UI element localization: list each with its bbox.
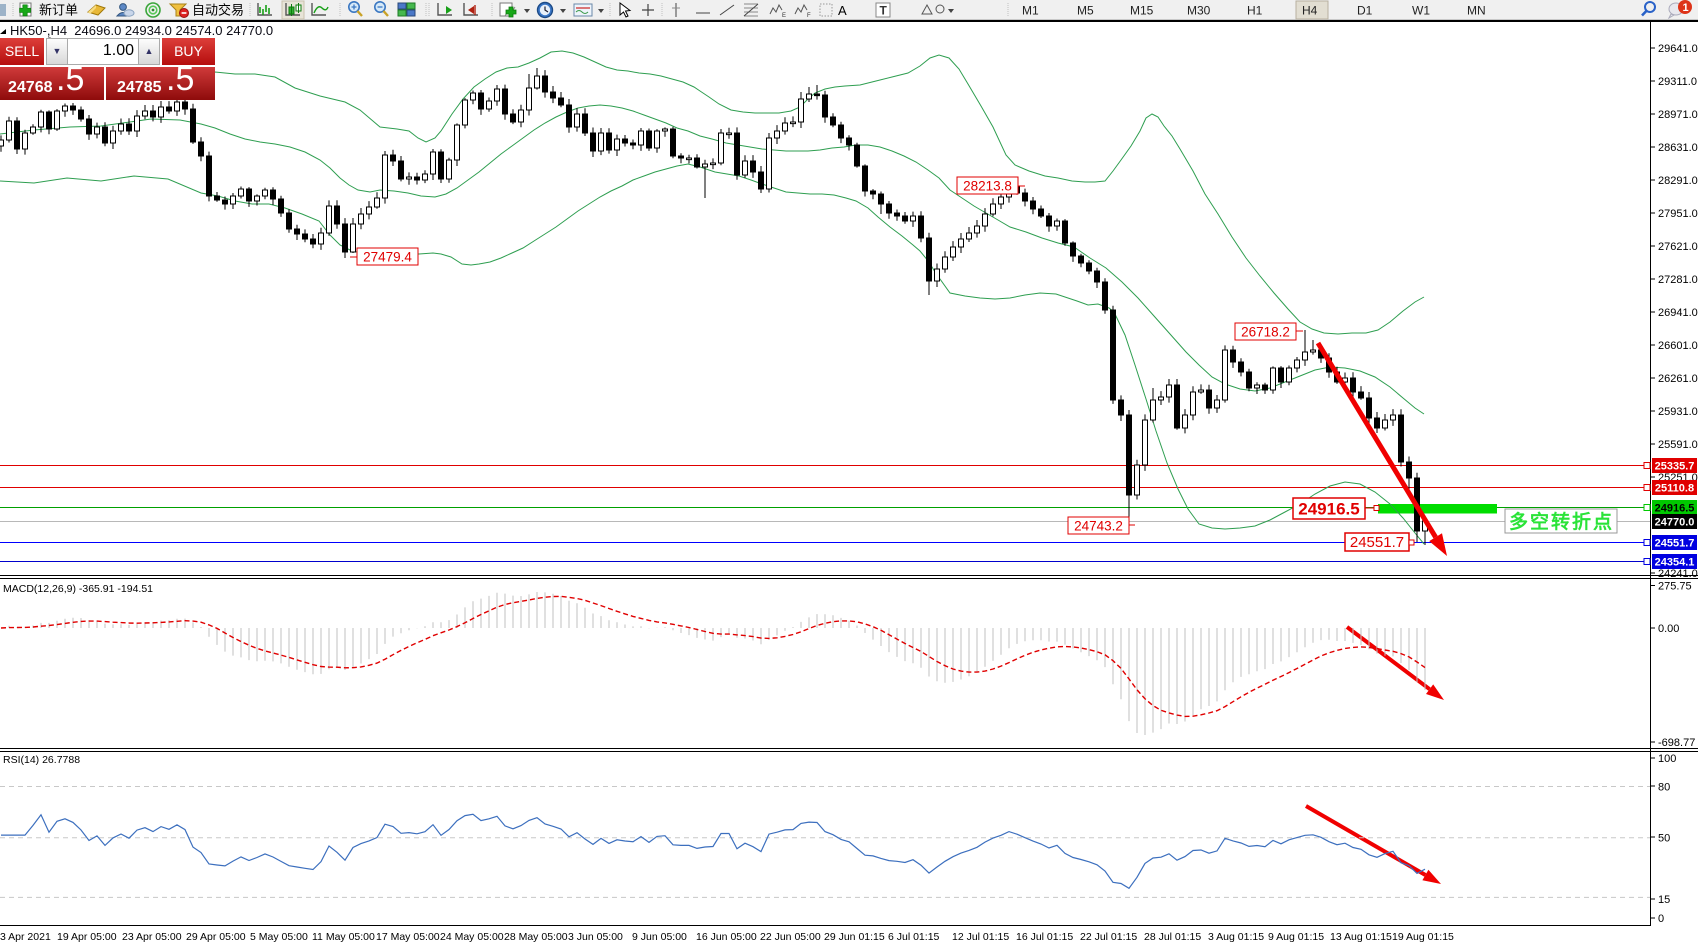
svg-text:25931.0: 25931.0 — [1658, 406, 1698, 418]
svg-text:80: 80 — [1658, 782, 1670, 794]
svg-text:16 Jun 05:00: 16 Jun 05:00 — [696, 931, 757, 943]
svg-text:A: A — [838, 3, 847, 18]
svg-text:16 Jul 01:15: 16 Jul 01:15 — [1016, 931, 1073, 943]
svg-text:M15: M15 — [1130, 4, 1154, 18]
svg-text:T: T — [880, 4, 888, 18]
svg-text:24 May 05:00: 24 May 05:00 — [440, 931, 504, 943]
svg-text:29641.0: 29641.0 — [1658, 43, 1698, 55]
svg-text:17 May 05:00: 17 May 05:00 — [376, 931, 440, 943]
svg-text:0: 0 — [1658, 913, 1664, 925]
svg-text:19 Apr 05:00: 19 Apr 05:00 — [57, 931, 117, 943]
svg-text:多空转折点: 多空转折点 — [1509, 510, 1614, 533]
svg-text:27621.0: 27621.0 — [1658, 241, 1698, 253]
svg-text:H1: H1 — [1247, 4, 1263, 18]
svg-text:26718.2: 26718.2 — [1241, 324, 1290, 339]
svg-text:11 May 05:00: 11 May 05:00 — [312, 931, 375, 943]
svg-text:27951.0: 27951.0 — [1658, 208, 1698, 220]
svg-text:22 Jul 01:15: 22 Jul 01:15 — [1080, 931, 1137, 943]
svg-text:M1: M1 — [1022, 4, 1039, 18]
svg-text:25591.0: 25591.0 — [1658, 439, 1698, 451]
svg-text:25110.8: 25110.8 — [1655, 483, 1694, 495]
svg-text:28971.0: 28971.0 — [1658, 109, 1698, 121]
svg-text:24551.7: 24551.7 — [1655, 538, 1695, 550]
svg-text:13 Aug 01:15: 13 Aug 01:15 — [1330, 931, 1392, 943]
svg-text:28291.0: 28291.0 — [1658, 175, 1698, 187]
svg-text:M30: M30 — [1187, 4, 1211, 18]
svg-text:27479.4: 27479.4 — [363, 249, 412, 264]
svg-text:12 Jul 01:15: 12 Jul 01:15 — [952, 931, 1009, 943]
svg-text:15: 15 — [1658, 894, 1670, 906]
svg-text:100: 100 — [1658, 753, 1676, 765]
svg-text:1: 1 — [1683, 2, 1689, 14]
svg-text:26601.0: 26601.0 — [1658, 340, 1698, 352]
svg-text:19 Aug 01:15: 19 Aug 01:15 — [1392, 931, 1454, 943]
svg-text:24354.1: 24354.1 — [1655, 557, 1695, 569]
svg-text:25335.7: 25335.7 — [1655, 461, 1695, 473]
svg-text:-698.77: -698.77 — [1658, 737, 1695, 749]
svg-text:M5: M5 — [1077, 4, 1094, 18]
svg-text:22 Jun 05:00: 22 Jun 05:00 — [760, 931, 821, 943]
svg-text:24551.7: 24551.7 — [1350, 534, 1404, 551]
svg-text:23 Apr 05:00: 23 Apr 05:00 — [122, 931, 182, 943]
svg-text:26261.0: 26261.0 — [1658, 373, 1698, 385]
svg-text:24770.0: 24770.0 — [1655, 517, 1695, 529]
svg-text:275.75: 275.75 — [1658, 581, 1692, 593]
svg-text:27281.0: 27281.0 — [1658, 274, 1698, 286]
svg-text:3 Jun 05:00: 3 Jun 05:00 — [568, 931, 623, 943]
svg-text:5 May 05:00: 5 May 05:00 — [250, 931, 308, 943]
svg-text:28213.8: 28213.8 — [963, 178, 1012, 193]
svg-text:3 Apr 2021: 3 Apr 2021 — [0, 931, 51, 943]
svg-text:50: 50 — [1658, 833, 1670, 845]
svg-text:24743.2: 24743.2 — [1074, 518, 1123, 533]
svg-text:D1: D1 — [1357, 4, 1373, 18]
svg-text:28 May 05:00: 28 May 05:00 — [504, 931, 568, 943]
svg-text:W1: W1 — [1412, 4, 1430, 18]
svg-text:24916.5: 24916.5 — [1655, 503, 1695, 515]
svg-text:29 Jun 01:15: 29 Jun 01:15 — [824, 931, 885, 943]
svg-text:0.00: 0.00 — [1658, 623, 1679, 635]
svg-text:29311.0: 29311.0 — [1658, 76, 1697, 88]
svg-text:24241.0: 24241.0 — [1658, 568, 1698, 580]
svg-text:9 Jun 05:00: 9 Jun 05:00 — [632, 931, 687, 943]
svg-text:新订单: 新订单 — [39, 3, 78, 18]
svg-text:6 Jul 01:15: 6 Jul 01:15 — [888, 931, 940, 943]
svg-text:28 Jul 01:15: 28 Jul 01:15 — [1144, 931, 1201, 943]
svg-text:29 Apr 05:00: 29 Apr 05:00 — [186, 931, 246, 943]
svg-text:28631.0: 28631.0 — [1658, 142, 1698, 154]
svg-text:RSI(14) 26.7788: RSI(14) 26.7788 — [3, 754, 80, 766]
svg-text:F: F — [807, 13, 811, 19]
svg-text:MACD(12,26,9) -365.91 -194.51: MACD(12,26,9) -365.91 -194.51 — [3, 583, 153, 595]
svg-text:MN: MN — [1467, 4, 1486, 18]
svg-text:26941.0: 26941.0 — [1658, 307, 1698, 319]
svg-text:H4: H4 — [1302, 4, 1318, 18]
svg-text:E: E — [782, 13, 786, 19]
svg-text:24916.5: 24916.5 — [1298, 500, 1359, 519]
svg-text:3 Aug 01:15: 3 Aug 01:15 — [1208, 931, 1264, 943]
svg-text:9 Aug 01:15: 9 Aug 01:15 — [1268, 931, 1324, 943]
svg-text:自动交易: 自动交易 — [192, 3, 244, 18]
